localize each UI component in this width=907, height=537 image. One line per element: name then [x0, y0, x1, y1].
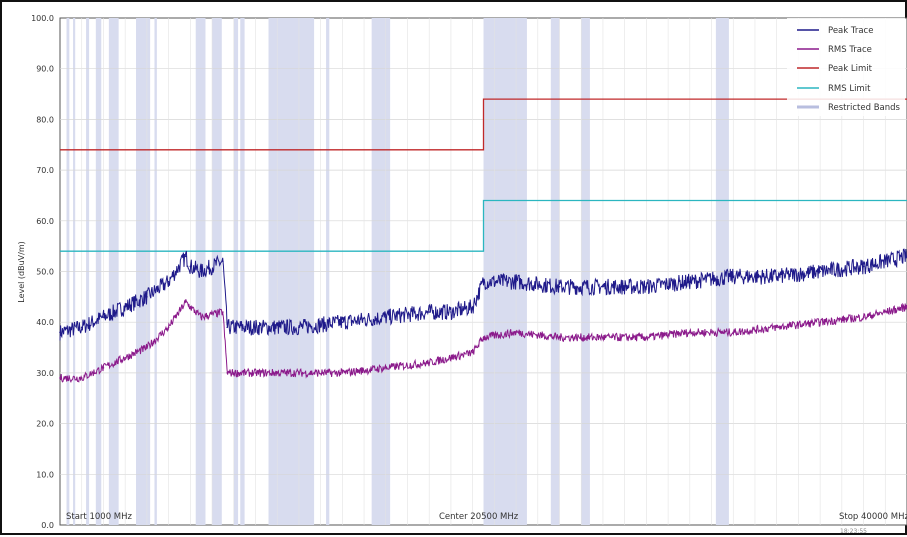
rms-trace-point [558, 336, 561, 339]
peak-limit-line [60, 98, 907, 151]
timestamp-label: 18:23:55 [840, 528, 867, 535]
peak-trace-point [102, 316, 105, 318]
rms-trace-point [167, 326, 170, 329]
center-frequency-label: Center 20500 MHz [439, 512, 519, 522]
y-axis-label: Level (dBuV/m) [17, 241, 26, 303]
peak-trace-point [189, 265, 192, 268]
peak-trace-point [80, 326, 83, 329]
rms-trace-point [102, 367, 105, 369]
rms-trace-point [384, 367, 387, 369]
rms-trace-point [482, 336, 485, 339]
peak-trace-point [428, 311, 431, 313]
y-tick-label: 60.0 [36, 217, 54, 226]
rms-trace-point [450, 356, 452, 359]
rms-trace-point [80, 377, 83, 379]
peak-trace-point [862, 265, 865, 268]
rms-trace-point [515, 331, 517, 334]
y-tick-label: 0.0 [41, 521, 54, 530]
start-frequency-label: Start 1000 MHz [66, 512, 133, 522]
rms-trace-point [645, 336, 648, 339]
rms-trace-point [222, 311, 224, 313]
rms-trace-point [471, 351, 474, 354]
peak-trace-point [341, 321, 344, 324]
peak-trace-point [59, 331, 61, 334]
legend-label-rms-trace: RMS Trace [828, 45, 872, 55]
y-tick-label: 30.0 [36, 369, 54, 378]
rms-trace-point [59, 377, 61, 379]
rms-trace-point [341, 372, 344, 374]
peak-trace-point [482, 280, 485, 283]
rms-trace-point [226, 372, 229, 374]
y-tick-label: 10.0 [36, 470, 54, 479]
rms-trace-point [775, 326, 778, 329]
peak-trace-point [226, 326, 229, 329]
rms-trace-point [200, 316, 202, 318]
peak-trace-point [384, 316, 387, 318]
rms-trace-point [602, 336, 604, 339]
rms-trace-point [298, 372, 300, 374]
peak-trace-line [59, 248, 907, 341]
rms-trace-point [428, 361, 431, 364]
traces-layer [59, 98, 907, 384]
peak-trace-point [167, 280, 170, 283]
rms-limit-line [60, 199, 907, 252]
peak-trace-point [515, 280, 517, 283]
peak-trace-point [819, 270, 821, 273]
peak-trace-point [146, 296, 148, 298]
peak-trace-point [732, 275, 735, 278]
stop-frequency-label: Stop 40000 MHz [839, 512, 907, 522]
peak-trace-point [689, 280, 691, 283]
legend-label-peak-trace: Peak Trace [828, 26, 873, 36]
rms-trace-point [732, 331, 735, 334]
peak-trace-point [558, 285, 561, 288]
legend-label-peak-limit: Peak Limit [828, 64, 873, 74]
rms-trace-point [146, 346, 148, 349]
legend-label-restricted-bands: Restricted Bands [828, 103, 901, 113]
legend: Peak Trace RMS Trace Peak Limit RMS Limi… [787, 18, 905, 116]
y-tick-label: 50.0 [36, 268, 54, 277]
peak-trace-point [222, 260, 224, 263]
y-tick-label: 90.0 [36, 65, 54, 74]
grid-layer [60, 18, 907, 525]
peak-trace-point [645, 285, 648, 288]
rms-trace-point [185, 301, 187, 303]
peak-trace-point [450, 311, 452, 313]
peak-trace-point [471, 306, 474, 308]
rms-trace-line [59, 299, 907, 384]
peak-trace-point [298, 326, 300, 329]
y-tick-label: 80.0 [36, 115, 54, 124]
rms-trace-point [862, 316, 865, 318]
peak-trace-point [254, 326, 257, 329]
y-tick-label: 20.0 [36, 420, 54, 429]
y-tick-labels: 0.0 10.0 20.0 30.0 40.0 50.0 60.0 70.0 80.0 90.0 1… [31, 14, 54, 530]
y-tick-label: 100.0 [31, 14, 54, 23]
legend-background [787, 18, 905, 116]
peak-trace-point [775, 275, 778, 278]
rms-trace-point [819, 321, 821, 324]
rms-trace-point [189, 306, 192, 308]
y-tick-label: 70.0 [36, 166, 54, 175]
peak-trace-point [200, 270, 202, 273]
rms-trace-point [689, 331, 691, 334]
y-tick-label: 40.0 [36, 318, 54, 327]
rms-trace-point [254, 372, 257, 374]
peak-trace-point [124, 306, 126, 308]
legend-label-rms-limit: RMS Limit [828, 84, 871, 94]
peak-trace-point [602, 285, 604, 288]
peak-trace-point [185, 255, 187, 258]
rms-trace-point [124, 356, 126, 359]
